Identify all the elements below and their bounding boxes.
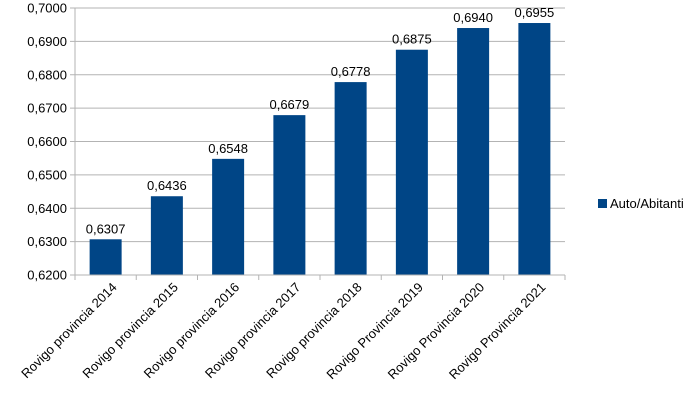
legend-label: Auto/Abitanti <box>610 196 684 211</box>
y-tick-label: 0,6600 <box>27 134 67 149</box>
bars <box>89 23 551 276</box>
data-label: 0,6940 <box>453 10 493 25</box>
y-tick-label: 0,6800 <box>27 67 67 82</box>
data-label: 0,6778 <box>331 64 371 79</box>
y-tick-label: 0,6200 <box>27 268 67 283</box>
data-labels: 0,6307 0,6436 0,6548 0,6679 0,6778 0,6875 0,69… <box>86 5 555 236</box>
bar <box>395 49 428 275</box>
bar <box>334 82 367 275</box>
axes <box>74 8 566 280</box>
y-tick-label: 0,6500 <box>27 167 67 182</box>
data-label: 0,6436 <box>147 178 187 193</box>
y-tick-label: 0,6400 <box>27 201 67 216</box>
legend-swatch <box>598 199 607 208</box>
bar <box>212 158 245 275</box>
data-label: 0,6307 <box>86 221 126 236</box>
y-tick-label: 0,7000 <box>27 1 67 16</box>
bar <box>457 28 490 276</box>
y-tick-label: 0,6700 <box>27 101 67 116</box>
bar <box>518 23 551 275</box>
y-tick-label: 0,6300 <box>27 234 67 249</box>
data-label: 0,6955 <box>514 5 554 20</box>
bar <box>273 115 306 275</box>
y-tick-labels: 0,6200 0,6300 0,6400 0,6500 0,6600 0,6700 0,68… <box>27 1 67 283</box>
data-label: 0,6875 <box>392 32 432 47</box>
gridlines <box>70 7 565 276</box>
y-tick-label: 0,6900 <box>27 34 67 49</box>
data-label: 0,6548 <box>208 141 248 156</box>
data-label: 0,6679 <box>269 97 309 112</box>
bar <box>89 239 122 275</box>
bar <box>150 196 183 275</box>
legend: Auto/Abitanti <box>598 196 684 211</box>
